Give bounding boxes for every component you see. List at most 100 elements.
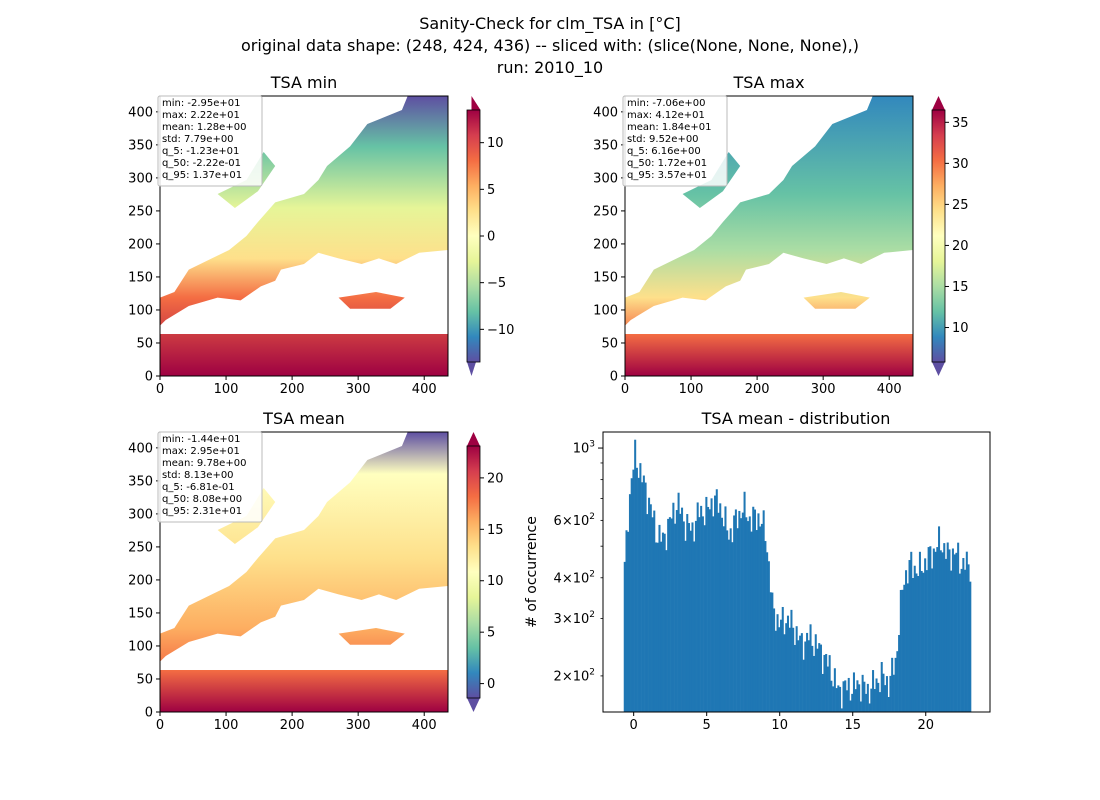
y-ticks-tsa-min: 0 50 100 150 200 250 300 350 400 — [128, 105, 160, 385]
y-tick-label: 100 — [128, 303, 153, 318]
stat-line: mean: 1.28e+00 — [162, 122, 246, 133]
x-tick-label: 200 — [745, 382, 770, 397]
histogram-bar — [814, 634, 817, 712]
histogram-bar — [698, 517, 701, 712]
histogram-bar — [964, 569, 967, 712]
histogram-bar — [689, 530, 692, 712]
histogram-bar — [667, 518, 670, 712]
figure-title-line-2: original data shape: (248, 424, 436) -- … — [241, 36, 859, 55]
histogram-bar — [950, 570, 953, 712]
histogram-bar — [866, 683, 869, 712]
y-tick-label: 250 — [128, 540, 153, 555]
histogram-bar — [654, 542, 658, 712]
stat-line: q_5: -6.81e-01 — [162, 482, 235, 493]
colorbar-ticks-tsa-mean: 0 5 10 15 20 — [480, 471, 504, 692]
histogram-bar — [771, 592, 774, 712]
y-tick-label: 50 — [136, 336, 153, 351]
histogram-bar — [720, 517, 724, 712]
histogram-bar — [800, 633, 803, 712]
histogram-bar — [634, 439, 637, 712]
histogram-bar — [679, 513, 682, 712]
histogram-bar — [651, 517, 654, 712]
x-tick-label: 400 — [412, 382, 437, 397]
histogram-bar — [931, 568, 934, 712]
histogram-bar — [701, 516, 704, 712]
colorbar-extend-bottom — [932, 362, 945, 376]
histogram-bar — [797, 640, 800, 712]
histogram-bar — [813, 655, 816, 712]
histogram-bar — [877, 682, 880, 712]
histogram-bar — [708, 509, 711, 712]
colorbar-tick-label: 10 — [952, 321, 969, 336]
y-tick-label: 300 — [128, 507, 153, 522]
histogram-bar — [740, 518, 743, 712]
histogram-bar — [863, 681, 866, 712]
histogram-bar — [872, 670, 875, 712]
histogram-bars — [623, 439, 972, 712]
histogram-bar — [760, 523, 763, 712]
stat-line: max: 2.22e+01 — [162, 110, 240, 121]
x-tick-label: 100 — [679, 382, 704, 397]
colorbar-tick-label: 25 — [952, 198, 969, 213]
colorbar-extend-bottom — [467, 698, 480, 712]
histogram-bar — [854, 689, 857, 712]
histogram-bar — [733, 515, 736, 712]
histogram-bar — [882, 673, 885, 712]
histogram-bar — [696, 502, 699, 712]
histogram-bar — [790, 609, 793, 712]
x-tick-label: 0 — [630, 718, 638, 733]
histogram-bar — [632, 469, 635, 712]
histogram-bar — [703, 525, 706, 712]
histogram-bar — [687, 523, 691, 712]
histogram-bar — [792, 627, 795, 712]
histogram-bar — [896, 651, 899, 712]
panel-tsa-mean: TSA mean 0 100 200 300 400 05010015020025030… — [128, 409, 503, 733]
histogram-bar — [724, 506, 727, 712]
histogram-bar — [677, 492, 680, 712]
histogram-bar — [719, 503, 722, 712]
y-tick-label: 350 — [128, 474, 153, 489]
stats-box-tsa-mean: min: -1.44e+01 max: 2.95e+01 mean: 9.78e… — [157, 431, 263, 523]
histogram-bar — [924, 558, 927, 712]
colorbar-tick-label: 5 — [487, 183, 495, 198]
colorbar-tsa-max: 10 15 20 25 30 35 — [931, 96, 969, 376]
histogram-bar — [658, 524, 661, 712]
colorbar-ticks-tsa-max: 10 15 20 25 30 35 — [945, 116, 969, 336]
histogram-bar — [681, 507, 684, 712]
histogram-bar — [773, 608, 776, 712]
histogram-bar — [861, 674, 864, 712]
stat-line: min: -7.06e+00 — [627, 98, 706, 109]
histogram-bar — [729, 528, 732, 712]
panel-tsa-max: TSA max 0 100 200 300 400 050100150200250300… — [593, 73, 968, 397]
x-tick-label: 0 — [156, 718, 164, 733]
histogram-bar — [833, 668, 836, 712]
panel-distribution: TSA mean - distribution 0 5 10 15 20 103 2×10… — [524, 409, 991, 733]
histogram-bar — [832, 686, 835, 712]
histogram-bar — [780, 619, 783, 712]
histogram-bar — [644, 482, 647, 712]
y-tick-label: 400 — [128, 105, 153, 120]
histogram-bar — [837, 685, 840, 712]
y-tick-label: 0 — [145, 370, 153, 385]
histogram-bar — [755, 530, 758, 712]
histogram-bar — [858, 684, 861, 712]
histogram-bar — [908, 560, 911, 712]
histogram-bar — [785, 623, 788, 712]
histogram-bar — [943, 543, 946, 712]
colorbar-extend-top — [932, 96, 945, 110]
histogram-bar — [778, 627, 781, 712]
histogram-bar — [911, 577, 915, 712]
histogram-bar — [960, 568, 963, 712]
y-tick-label: 400 — [593, 105, 618, 120]
histogram-bar — [653, 510, 656, 712]
histogram-bar — [642, 475, 645, 712]
y-tick-label: 350 — [128, 138, 153, 153]
histogram-bar — [767, 561, 770, 712]
histogram-bar — [920, 570, 923, 712]
colorbar-extend-top — [467, 432, 480, 446]
y-ticks-tsa-mean: 0 50 100 150 200 250 300 350 400 — [128, 441, 160, 721]
histogram-bar — [816, 648, 819, 712]
histogram-bar — [835, 688, 838, 712]
y-tick-label: 0 — [145, 706, 153, 721]
histogram-bar — [757, 513, 760, 712]
